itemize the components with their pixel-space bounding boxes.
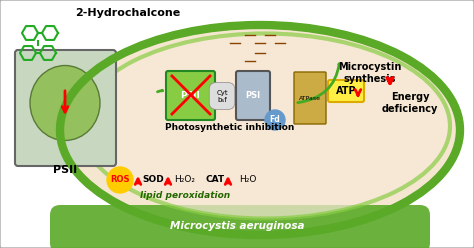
Circle shape bbox=[107, 167, 133, 193]
Text: H₂O₂: H₂O₂ bbox=[174, 176, 195, 185]
Text: Microcystis aeruginosa: Microcystis aeruginosa bbox=[170, 221, 304, 231]
Text: ATPase: ATPase bbox=[299, 95, 321, 100]
Text: CAT: CAT bbox=[205, 176, 225, 185]
Text: Photosynthetic inhibition: Photosynthetic inhibition bbox=[165, 123, 295, 132]
Text: lipid peroxidation: lipid peroxidation bbox=[140, 191, 230, 200]
Text: PSII: PSII bbox=[180, 92, 200, 100]
FancyBboxPatch shape bbox=[15, 50, 116, 166]
Ellipse shape bbox=[60, 25, 460, 235]
FancyArrowPatch shape bbox=[298, 64, 339, 103]
FancyBboxPatch shape bbox=[236, 71, 270, 120]
Text: H₂O: H₂O bbox=[239, 176, 257, 185]
Ellipse shape bbox=[80, 33, 450, 218]
FancyBboxPatch shape bbox=[50, 205, 430, 248]
Text: ROS: ROS bbox=[110, 176, 130, 185]
Ellipse shape bbox=[30, 65, 100, 141]
Text: Microcystin
synthesis: Microcystin synthesis bbox=[338, 62, 401, 84]
Text: SOD: SOD bbox=[142, 176, 164, 185]
FancyArrowPatch shape bbox=[157, 90, 163, 92]
Text: Cyt
b₆f: Cyt b₆f bbox=[216, 90, 228, 102]
FancyBboxPatch shape bbox=[328, 80, 364, 102]
FancyBboxPatch shape bbox=[166, 71, 215, 120]
Circle shape bbox=[265, 110, 285, 130]
Text: Energy
deficiency: Energy deficiency bbox=[382, 92, 438, 114]
Text: PSI: PSI bbox=[246, 92, 261, 100]
Text: PSII: PSII bbox=[53, 165, 77, 175]
Text: Fd: Fd bbox=[270, 116, 281, 124]
Text: ATP: ATP bbox=[336, 86, 356, 96]
Text: 2-Hydrochalcone: 2-Hydrochalcone bbox=[75, 8, 180, 18]
FancyBboxPatch shape bbox=[294, 72, 326, 124]
